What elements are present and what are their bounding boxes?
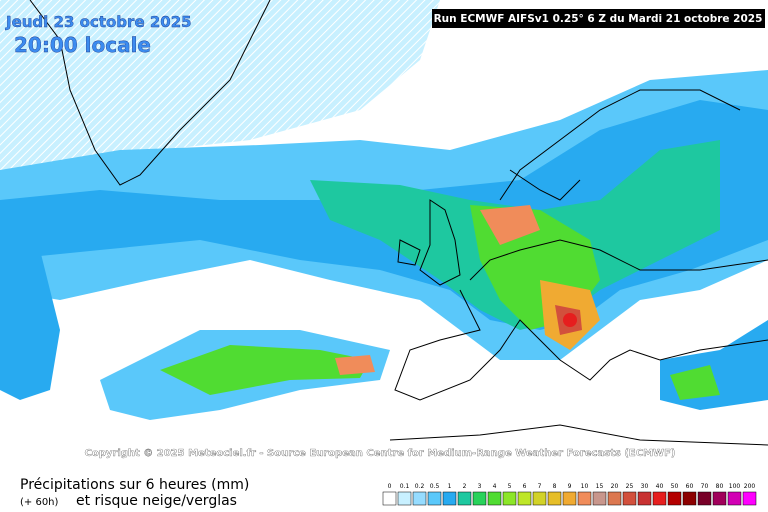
run-info: Run ECMWF AIFSv1 0.25° 6 Z du Mardi 21 o… (434, 13, 763, 25)
legend-label: 15 (596, 483, 604, 490)
legend-swatch (427, 491, 442, 506)
legend-label: 0 (388, 483, 392, 490)
legend-label: 0.1 (400, 483, 410, 490)
legend-label: 7 (538, 483, 542, 490)
legend-swatch (607, 491, 622, 506)
legend-swatch (727, 491, 742, 506)
legend-swatch (742, 491, 757, 506)
legend-label: 50 (671, 483, 679, 490)
legend-label: 40 (656, 483, 664, 490)
precipitation-field (0, 0, 768, 420)
forecast-date: Jeudi 23 octobre 2025 (5, 13, 192, 31)
legend-swatch (592, 491, 607, 506)
legend-label: 4 (493, 483, 497, 490)
legend-label: 9 (568, 483, 572, 490)
legend-label: 2 (463, 483, 467, 490)
legend-swatch (547, 491, 562, 506)
legend: 0 0.1 0.2 0.5 1 2 3 4 5 6 7 8 9 10 15 20 25 30 40 50 60 70 80 1… (382, 483, 757, 506)
legend-swatch (682, 491, 697, 506)
coastlines (29, 0, 768, 446)
legend-label: 20 (611, 483, 619, 490)
run-banner (432, 9, 765, 28)
legend-swatch (457, 491, 472, 506)
footer-subtitle: et risque neige/verglas (76, 493, 237, 509)
legend-label: 5 (508, 483, 512, 490)
legend-swatch (532, 491, 547, 506)
legend-swatch (472, 491, 487, 506)
legend-label: 8 (553, 483, 557, 490)
legend-label: 25 (626, 483, 634, 490)
legend-label: 70 (701, 483, 709, 490)
forecast-time: 20:00 locale (14, 33, 151, 57)
legend-swatch (667, 491, 682, 506)
legend-swatch (577, 491, 592, 506)
legend-label: 100 (729, 483, 741, 490)
legend-swatch (442, 491, 457, 506)
legend-swatch (502, 491, 517, 506)
legend-label: 60 (686, 483, 694, 490)
legend-swatch (697, 491, 712, 506)
legend-label: 80 (716, 483, 724, 490)
legend-label: 10 (581, 483, 589, 490)
legend-swatch (397, 491, 412, 506)
legend-label: 30 (641, 483, 649, 490)
legend-swatch (562, 491, 577, 506)
legend-swatch (637, 491, 652, 506)
legend-label: 1 (448, 483, 452, 490)
legend-label: 0.5 (430, 483, 440, 490)
legend-swatch (487, 491, 502, 506)
legend-label: 200 (744, 483, 756, 490)
legend-label: 0.2 (415, 483, 425, 490)
legend-label: 3 (478, 483, 482, 490)
legend-swatch (382, 491, 397, 506)
copyright: Copyright © 2025 Meteociel.fr - Source E… (85, 448, 676, 459)
footer-lead: (+ 60h) (20, 497, 59, 508)
legend-swatch (622, 491, 637, 506)
legend-swatch (712, 491, 727, 506)
legend-swatch (652, 491, 667, 506)
legend-label: 6 (523, 483, 527, 490)
footer-title: Précipitations sur 6 heures (mm) (20, 477, 249, 493)
legend-swatch (412, 491, 427, 506)
legend-swatch (517, 491, 532, 506)
